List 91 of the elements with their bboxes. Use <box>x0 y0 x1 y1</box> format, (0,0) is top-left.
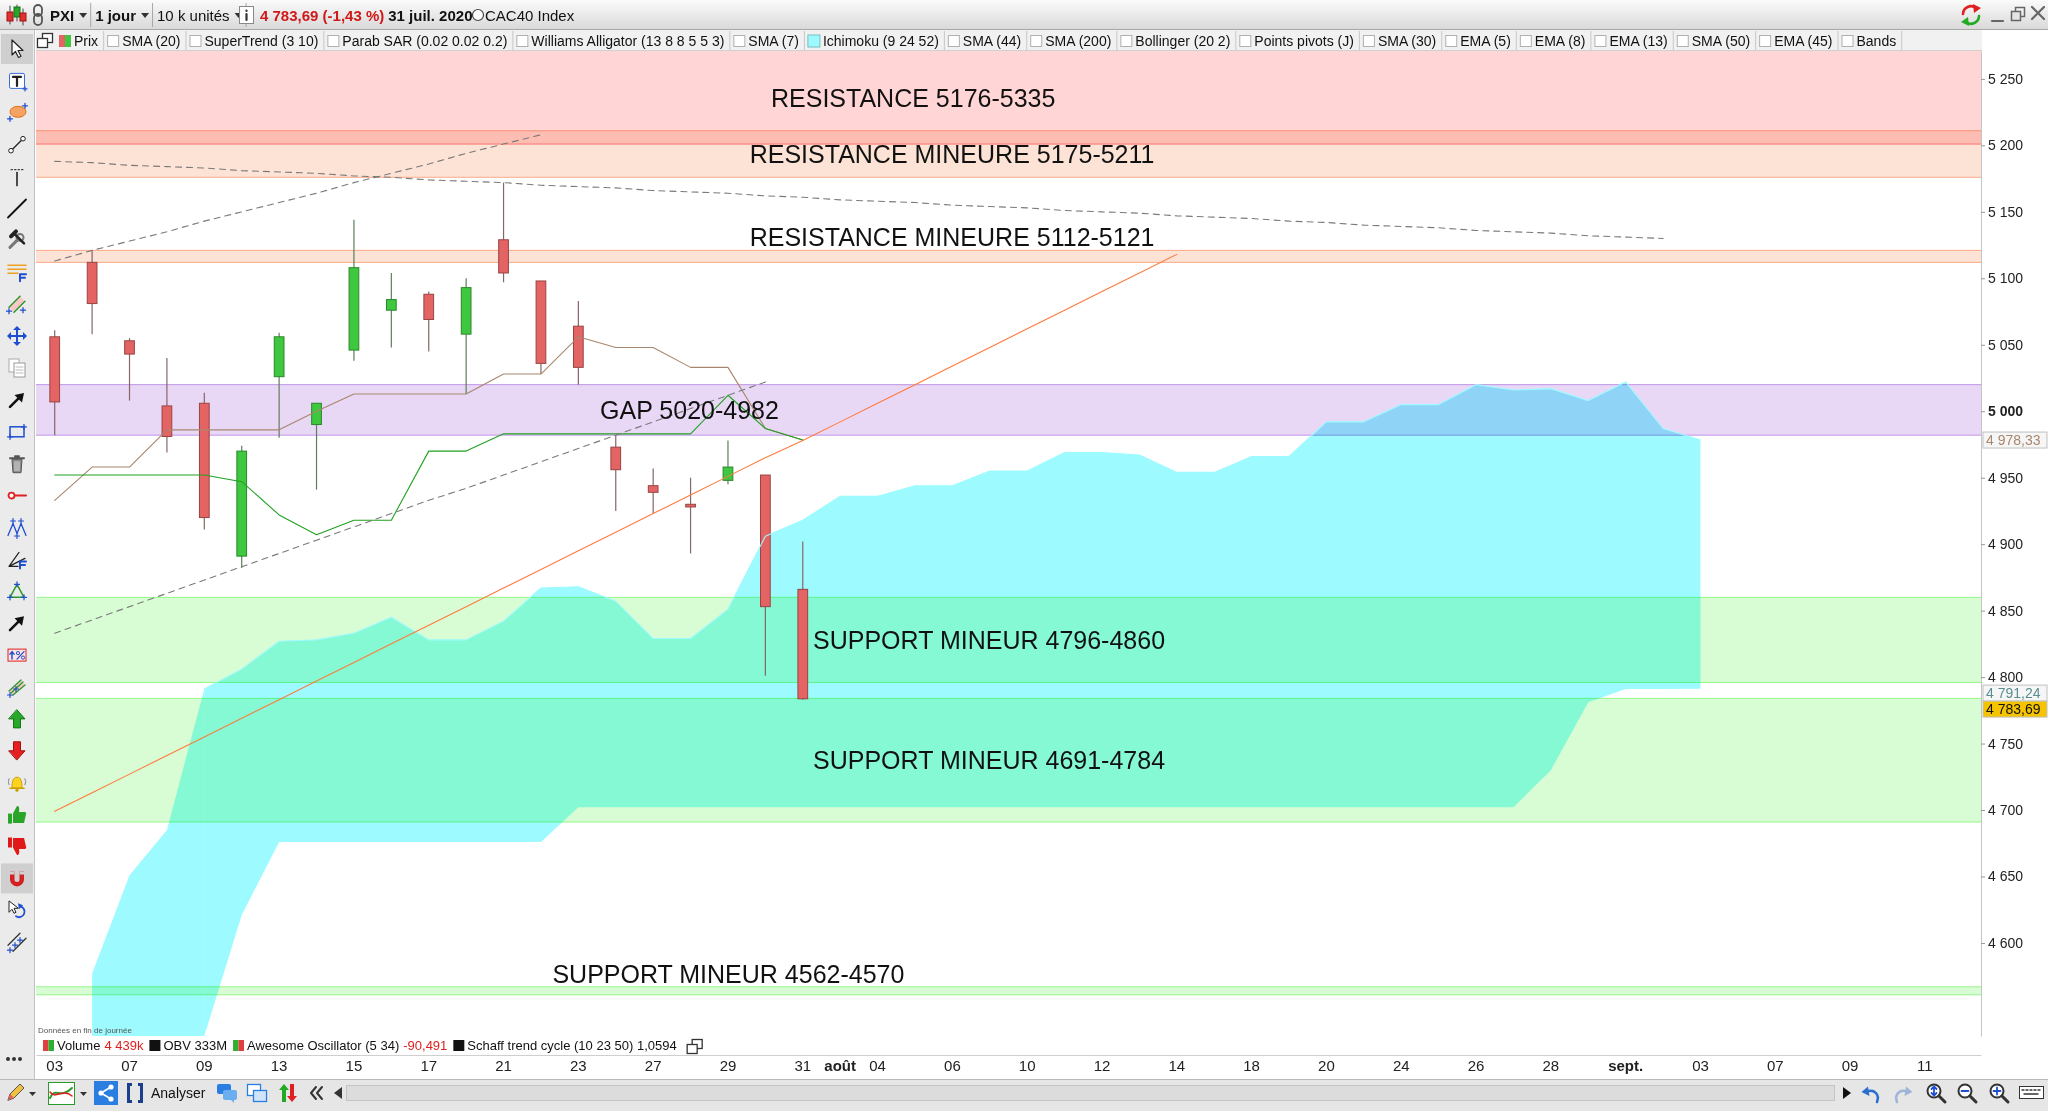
x-tick-label: 28 <box>1542 1056 1560 1074</box>
candlestick <box>124 337 135 402</box>
text: -90,491 <box>403 1038 448 1053</box>
y-tick-label: 4 750 <box>1988 735 2024 752</box>
candlestick <box>311 402 322 491</box>
x-tick-label: 07 <box>121 1056 138 1074</box>
text: 10 k unités <box>157 7 230 24</box>
legend-label: Ichimoku (9 24 52) <box>822 33 939 49</box>
x-tick-label: 21 <box>495 1056 512 1074</box>
text: 4 791,24 <box>1986 684 2041 701</box>
text: 4 978,33 <box>1986 431 2041 448</box>
text: EMA (45) <box>1774 33 1833 49</box>
text: OBV 333M <box>163 1038 228 1053</box>
text: SMA (44) <box>962 33 1022 49</box>
text: EMA (5) <box>1460 33 1511 49</box>
x-tick-label: 14 <box>1168 1056 1186 1074</box>
text: Williams Alligator (13 8 8 5 5 3) <box>531 33 725 49</box>
text: Schaff trend cycle (10 23 50) 1,0594 <box>467 1038 677 1053</box>
band-label: RESISTANCE MINEURE 5112-5121 <box>749 223 1155 252</box>
y-tick-label: 4 950 <box>1988 469 2024 486</box>
y-tick-label: 4 600 <box>1988 934 2024 951</box>
x-tick-label: 04 <box>869 1056 886 1074</box>
y-tick-label: 5 000 <box>1988 403 2024 420</box>
x-tick-label: 10 <box>1018 1056 1036 1074</box>
x-tick-label: 24 <box>1392 1056 1410 1074</box>
x-tick-label: 23 <box>570 1056 587 1074</box>
band-label: SUPPORT MINEUR 4796-4860 <box>813 625 1166 654</box>
text: 4 439k <box>104 1038 144 1053</box>
band-label: SUPPORT MINEUR 4691-4784 <box>813 746 1166 775</box>
legend-label: Prix <box>74 33 99 49</box>
text: Parab SAR (0.02 0.02 0.2) <box>342 33 508 49</box>
candlestick <box>647 467 659 515</box>
y-tick-label: 5 150 <box>1988 203 2024 220</box>
band-label: RESISTANCE 5176-5335 <box>770 83 1056 112</box>
text: Analyser <box>151 1085 206 1101</box>
text: SMA (50) <box>1691 33 1751 49</box>
text: EMA (13) <box>1609 33 1668 49</box>
line-series <box>54 253 1178 812</box>
text: CAC40 Index <box>485 7 575 24</box>
x-tick-label: 27 <box>644 1056 662 1074</box>
x-tick-label: 31 <box>794 1056 812 1074</box>
text: SMA (7) <box>748 33 799 49</box>
text: 31 juil. 2020 <box>388 7 473 24</box>
text: Volume <box>57 1038 101 1053</box>
x-tick-label: 17 <box>420 1056 438 1074</box>
x-tick-label: 03 <box>1692 1056 1709 1074</box>
text: PXI <box>50 7 75 24</box>
y-tick-label: 5 100 <box>1988 270 2024 287</box>
y-tick-label: 4 800 <box>1988 669 2024 686</box>
candlestick <box>722 439 734 485</box>
x-tick-label: 18 <box>1243 1056 1260 1074</box>
x-tick-label: 09 <box>1841 1056 1859 1074</box>
text: 1 jour <box>95 7 137 24</box>
candlestick <box>610 434 622 512</box>
x-tick-label: 26 <box>1467 1056 1485 1074</box>
text: Awesome Oscillator (5 34) <box>247 1038 400 1053</box>
text: 4 783,69 (-1,43 %) <box>260 7 385 24</box>
x-tick-label: 03 <box>46 1056 64 1074</box>
x-tick-label: 29 <box>719 1056 737 1074</box>
x-tick-label: 12 <box>1093 1056 1111 1074</box>
band-label: RESISTANCE MINEURE 5175-5211 <box>749 140 1155 169</box>
y-tick-label: 4 700 <box>1988 802 2024 818</box>
x-tick-label: 20 <box>1318 1056 1335 1074</box>
y-tick-label: 4 650 <box>1988 868 2024 885</box>
text: SuperTrend (3 10) <box>204 33 319 49</box>
y-tick-label: 5 200 <box>1988 137 2024 154</box>
x-tick-label: 07 <box>1766 1056 1784 1074</box>
text: SMA (20) <box>122 33 181 49</box>
text: Bands <box>1856 33 1897 49</box>
candlestick <box>685 477 696 555</box>
x-tick-label: août <box>824 1056 857 1074</box>
x-tick-label: 09 <box>195 1056 213 1074</box>
text: EMA (8) <box>1534 33 1586 49</box>
x-tick-label: 15 <box>345 1056 363 1074</box>
text: Bollinger (20 2) <box>1135 33 1231 49</box>
candlestick <box>385 272 397 349</box>
x-tick-label: 06 <box>944 1056 961 1074</box>
text: SMA (30) <box>1377 33 1437 49</box>
text: 4 783,69 <box>1986 700 2041 717</box>
line-series <box>54 394 804 536</box>
text: Points pivots (J) <box>1254 33 1354 49</box>
y-tick-label: 4 900 <box>1988 536 2024 553</box>
y-tick-label: 5 050 <box>1988 336 2024 353</box>
annotation: Données en fin de journée <box>38 1026 133 1035</box>
y-tick-label: 5 250 <box>1988 70 2024 87</box>
x-tick-label: 13 <box>270 1056 288 1074</box>
y-tick-label: 4 850 <box>1988 602 2024 619</box>
x-tick-label: sept. <box>1608 1056 1644 1074</box>
x-tick-label: 11 <box>1917 1056 1933 1074</box>
text: SMA (200) <box>1045 33 1112 49</box>
band-label: SUPPORT MINEUR 4562-4570 <box>552 959 905 988</box>
